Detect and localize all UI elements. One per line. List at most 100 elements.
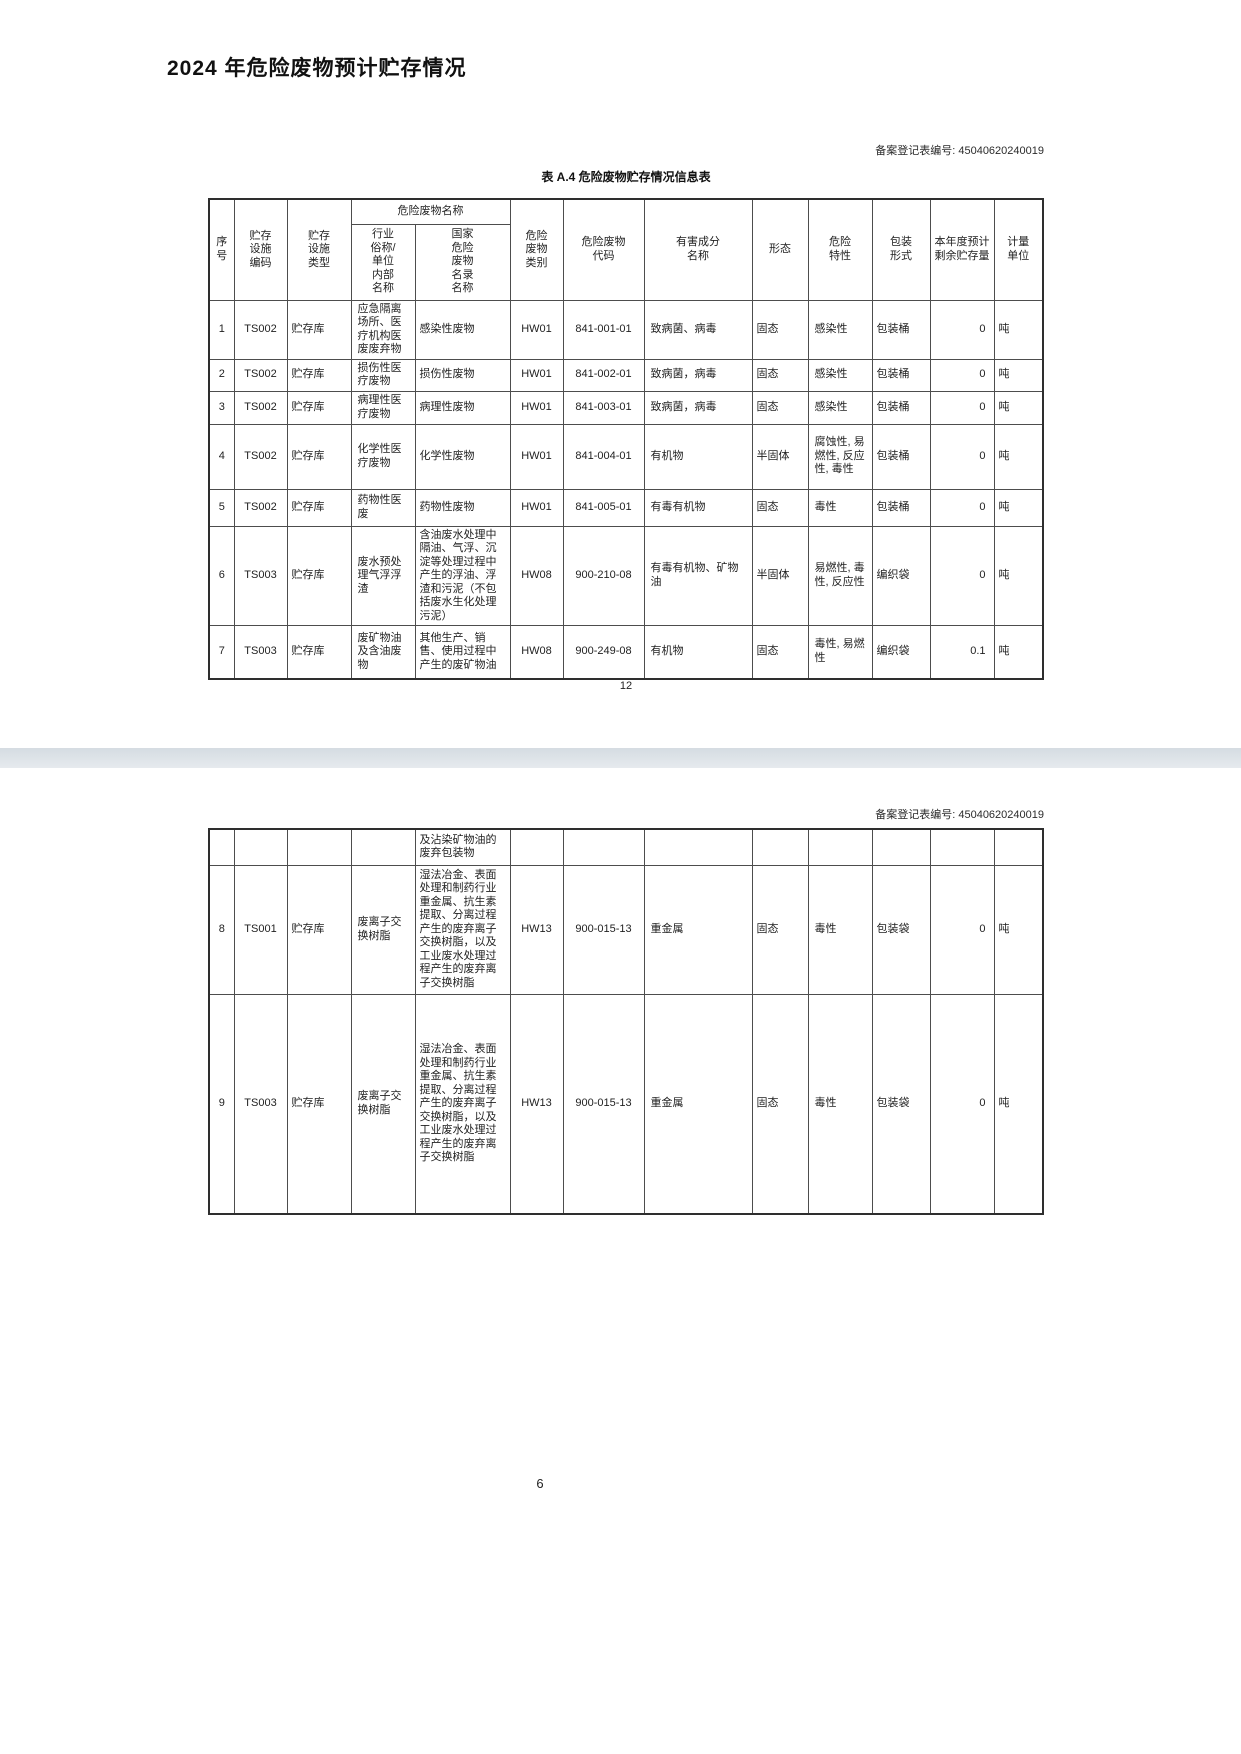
table-cell: 吨 xyxy=(993,625,1044,679)
table-cell: 毒性 xyxy=(807,864,873,995)
registry-number-page1: 备案登记表编号: 45040620240019 xyxy=(875,145,1044,157)
table-cell: HW08 xyxy=(509,525,564,626)
document-title: 2024 年危险废物预计贮存情况 xyxy=(167,57,467,80)
table-cell xyxy=(871,828,931,866)
table-cell: TS003 xyxy=(233,525,288,626)
table-cell: TS003 xyxy=(233,625,288,679)
table-cell xyxy=(993,828,1044,866)
header-industry-name: 行业 俗称/ 单位 内部 名称 xyxy=(350,223,416,301)
table-cell: 0 xyxy=(929,488,995,527)
table-cell xyxy=(233,828,288,866)
header-waste-category: 危险 废物 类别 xyxy=(509,198,564,301)
table-cell: 吨 xyxy=(993,993,1044,1215)
table-cell: 废离子交换树脂 xyxy=(350,993,416,1215)
table-cell: 湿法冶金、表面处理和制药行业重金属、抗生素提取、分离过程产生的废弃离子交换树脂，… xyxy=(414,993,511,1215)
table-cell: HW13 xyxy=(509,864,564,995)
table-cell: HW01 xyxy=(509,423,564,490)
table-cell: HW01 xyxy=(509,488,564,527)
table-cell: 应急隔离场所、医疗机构医废废弃物 xyxy=(350,299,416,360)
table-cell: 5 xyxy=(208,488,235,527)
table-cell: 化学性医疗废物 xyxy=(350,423,416,490)
table-cell: 化学性废物 xyxy=(414,423,511,490)
table-cell: 感染性废物 xyxy=(414,299,511,360)
table-cell: 包装桶 xyxy=(871,390,931,425)
table-cell: 贮存库 xyxy=(286,423,352,490)
table-cell xyxy=(807,828,873,866)
table-cell: 900-210-08 xyxy=(562,525,645,626)
table-cell: 毒性, 易燃性 xyxy=(807,625,873,679)
table-cell: 含油废水处理中隔油、气浮、沉淀等处理过程中产生的浮油、浮渣和污泥（不包括废水生化… xyxy=(414,525,511,626)
table-cell: 1 xyxy=(208,299,235,360)
table-cell: TS002 xyxy=(233,488,288,527)
table-cell: 废离子交换树脂 xyxy=(350,864,416,995)
header-packaging: 包装 形式 xyxy=(871,198,931,301)
table-row: 4 TS002 贮存库 化学性医疗废物 化学性废物 HW01 841-004-01 有机物 半固… xyxy=(208,423,1044,490)
table-row: 9 TS003 贮存库 废离子交换树脂 湿法冶金、表面处理和制药行业重金属、抗生素提取、… xyxy=(208,993,1044,1215)
table-row: 2 TS002 贮存库 损伤性医疗废物 损伤性废物 HW01 841-002-01 致病菌，病… xyxy=(208,358,1044,392)
table-cell: 0 xyxy=(929,358,995,392)
table-caption: 表 A.4 危险废物贮存情况信息表 xyxy=(541,170,711,184)
table-cell: 固态 xyxy=(751,299,809,360)
header-expected-remaining: 本年度预计 剩余贮存量 xyxy=(929,198,995,301)
table-cell: 吨 xyxy=(993,423,1044,490)
table-cell: 900-015-13 xyxy=(562,993,645,1215)
header-unit: 计量 单位 xyxy=(993,198,1044,301)
table-row: 8 TS001 贮存库 废离子交换树脂 湿法冶金、表面处理和制药行业重金属、抗生素提取、… xyxy=(208,864,1044,995)
table-cell: 贮存库 xyxy=(286,358,352,392)
table-cell: 致病菌，病毒 xyxy=(643,390,753,425)
table-cell: 有毒有机物 xyxy=(643,488,753,527)
table-cell: 吨 xyxy=(993,390,1044,425)
table-cell: HW01 xyxy=(509,358,564,392)
table-cell: 编织袋 xyxy=(871,525,931,626)
table-cell: 0 xyxy=(929,993,995,1215)
table-cell: 半固体 xyxy=(751,525,809,626)
table-cell: 8 xyxy=(208,864,235,995)
table-cell: HW01 xyxy=(509,390,564,425)
table-cell: 致病菌、病毒 xyxy=(643,299,753,360)
table-cell: 841-003-01 xyxy=(562,390,645,425)
table-cell: TS002 xyxy=(233,299,288,360)
table-cell: 841-005-01 xyxy=(562,488,645,527)
table-cell: 固态 xyxy=(751,390,809,425)
table-cell: 毒性 xyxy=(807,993,873,1215)
table-cell: 包装袋 xyxy=(871,864,931,995)
table-cell: TS001 xyxy=(233,864,288,995)
table-row: 3 TS002 贮存库 病理性医疗废物 病理性废物 HW01 841-003-01 致病菌，病… xyxy=(208,390,1044,425)
table-cell: 其他生产、销售、使用过程中产生的废矿物油 xyxy=(414,625,511,679)
table-cell: 0.1 xyxy=(929,625,995,679)
table-cell: 0 xyxy=(929,864,995,995)
header-facility-code: 贮存 设施 编码 xyxy=(233,198,288,301)
table-cell: 841-002-01 xyxy=(562,358,645,392)
table-cell: 及沾染矿物油的废弃包装物 xyxy=(414,828,511,866)
table-cell: 6 xyxy=(208,525,235,626)
table-cell xyxy=(562,828,645,866)
table-row: 5 TS002 贮存库 药物性医废 药物性废物 HW01 841-005-01 有毒有机物 固态… xyxy=(208,488,1044,527)
page-gap-band xyxy=(0,748,1241,768)
table-cell: HW13 xyxy=(509,993,564,1215)
table-cell: 固态 xyxy=(751,993,809,1215)
table-cell: 包装袋 xyxy=(871,993,931,1215)
table-cell: 感染性 xyxy=(807,358,873,392)
table-cell: 7 xyxy=(208,625,235,679)
table-cell: 0 xyxy=(929,423,995,490)
table-cell: 固态 xyxy=(751,358,809,392)
table-cell: 致病菌，病毒 xyxy=(643,358,753,392)
table-cell: 半固体 xyxy=(751,423,809,490)
table-cell: 吨 xyxy=(993,525,1044,626)
table-cell: 损伤性废物 xyxy=(414,358,511,392)
table-cell: 腐蚀性, 易燃性, 反应性, 毒性 xyxy=(807,423,873,490)
table-cell: 贮存库 xyxy=(286,488,352,527)
table-cell: 3 xyxy=(208,390,235,425)
table-cell: 易燃性, 毒性, 反应性 xyxy=(807,525,873,626)
table-cell: 吨 xyxy=(993,864,1044,995)
table-cell: 损伤性医疗废物 xyxy=(350,358,416,392)
table-cell: HW08 xyxy=(509,625,564,679)
table-cell: 废矿物油及含油废物 xyxy=(350,625,416,679)
table-cell: 重金属 xyxy=(643,864,753,995)
registry-number-page2: 备案登记表编号: 45040620240019 xyxy=(875,809,1044,821)
table-cell: 贮存库 xyxy=(286,864,352,995)
table-cell: 贮存库 xyxy=(286,390,352,425)
table-cell: 感染性 xyxy=(807,390,873,425)
table-cell: 贮存库 xyxy=(286,525,352,626)
table-cell: 2 xyxy=(208,358,235,392)
